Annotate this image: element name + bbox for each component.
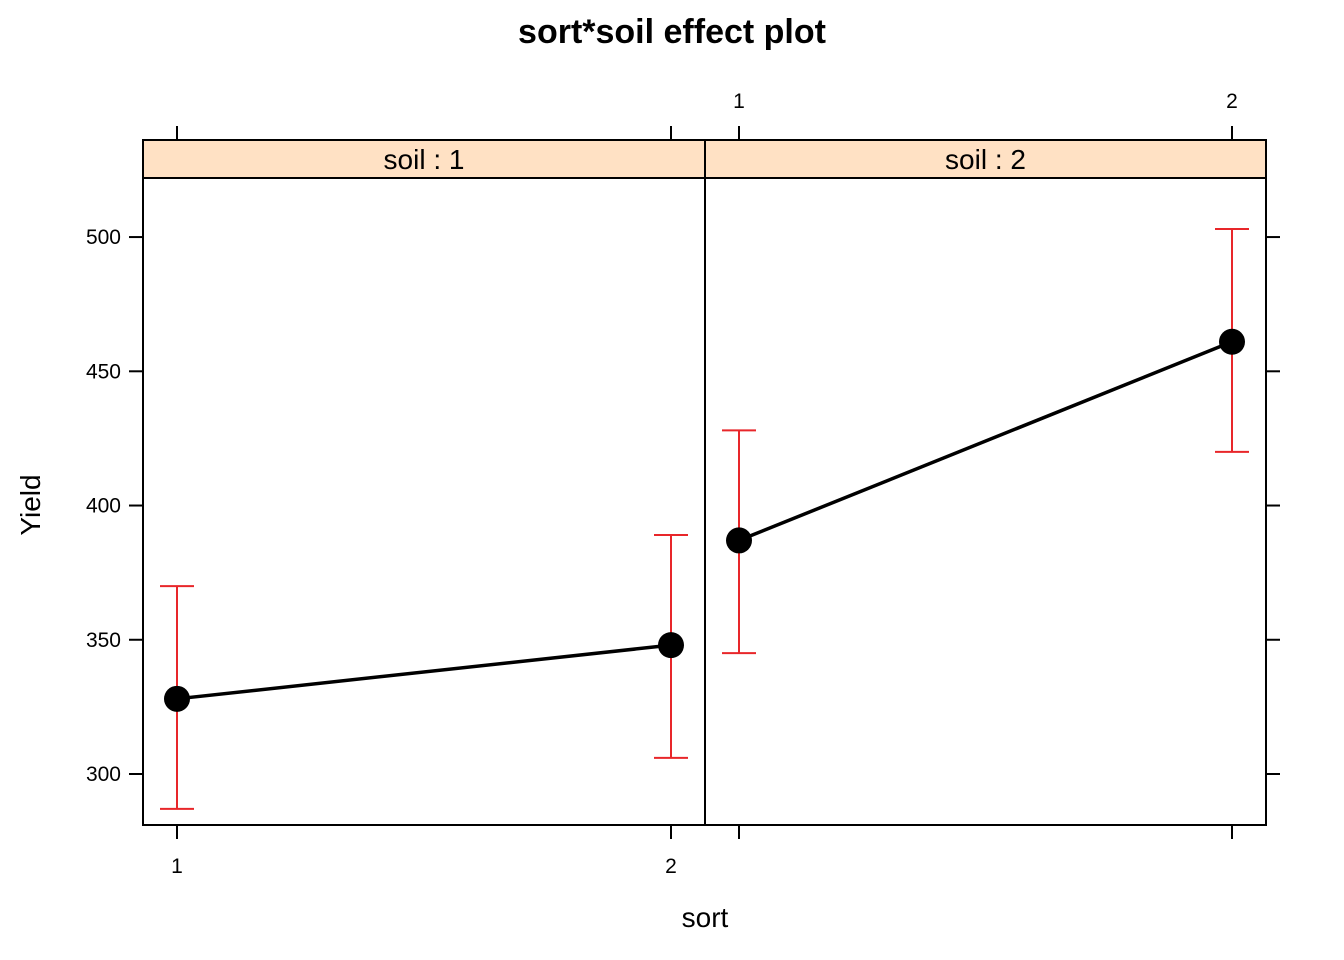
x-tick-label: 2 bbox=[665, 855, 677, 878]
series-line bbox=[739, 342, 1232, 541]
series-line bbox=[177, 645, 671, 699]
strip-label: soil : 2 bbox=[945, 144, 1026, 175]
x-tick-label-top: 2 bbox=[1226, 90, 1238, 113]
plot-area: soil : 1 soil : 2 300 350 400 450 500 1 1 2 2 bbox=[86, 90, 1280, 878]
y-axis-label: Yield bbox=[15, 474, 46, 535]
x-axis-label: sort bbox=[682, 902, 729, 933]
data-point bbox=[164, 686, 190, 712]
y-tick-label: 300 bbox=[86, 763, 121, 786]
x-tick-label: 1 bbox=[171, 855, 183, 878]
panel-frame bbox=[143, 178, 705, 825]
y-tick-label: 450 bbox=[86, 360, 121, 383]
x-tick-label-top: 1 bbox=[733, 90, 745, 113]
chart-title: sort*soil effect plot bbox=[518, 13, 826, 51]
y-tick-label: 500 bbox=[86, 226, 121, 249]
panel-frame bbox=[705, 178, 1266, 825]
data-point bbox=[726, 527, 752, 553]
y-tick-label: 350 bbox=[86, 629, 121, 652]
data-point bbox=[658, 632, 684, 658]
data-point bbox=[1219, 329, 1245, 355]
y-tick-label: 400 bbox=[86, 495, 121, 518]
strip-label: soil : 1 bbox=[384, 144, 465, 175]
